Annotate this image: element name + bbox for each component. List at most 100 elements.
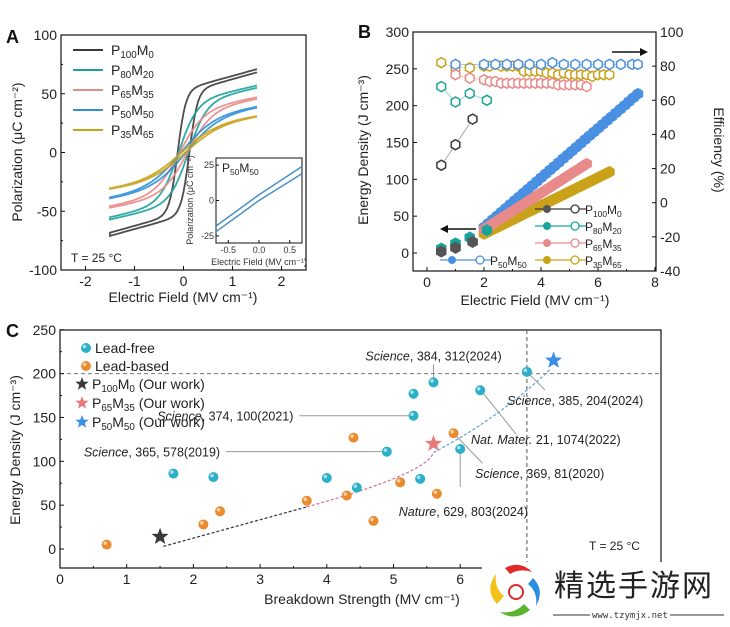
panel-c-y-axis-label: Energy Density (J cm⁻³): [7, 375, 23, 525]
panel-b-right-y-tick-label: -40: [660, 263, 680, 279]
legend-label-P35M65-m: M: [131, 122, 143, 138]
legend-label-P35M65-m: M: [602, 254, 612, 268]
panel-b-right-y-axis-label: Efficiency (%): [711, 107, 727, 192]
panel-a-y-tick-label: -50: [37, 203, 57, 219]
panel-b-left-y-tick-label: 200: [386, 98, 410, 114]
legend-label-P100M0-m: M: [607, 203, 617, 217]
panel-label-a: A: [6, 27, 19, 47]
panel-a-ticks: -2 -1 0 1 2 -100 -50 0 50 100: [29, 27, 286, 289]
lead-based-point: [301, 495, 312, 506]
panel-b-x-tick-label: 6: [594, 274, 602, 290]
legend-label-P100M0-p: P: [92, 376, 101, 392]
panel-c-ticks: 0 1 2 3 4 5 6 0 50 100 150 200 250: [33, 322, 628, 587]
lead-based-point: [101, 539, 112, 550]
legend-label-P100M0-p: P: [111, 42, 120, 58]
lead-based-point-highlight: [343, 492, 348, 496]
efficiency-point-P65M35: [464, 72, 475, 84]
efficiency-point-P80M20: [481, 94, 492, 107]
reference-leader-line: [456, 435, 483, 464]
panel-label-b: B: [358, 22, 371, 42]
legend-label-P35M65: P35M65: [111, 122, 154, 141]
legend-label-P100M0-sub2: 0: [148, 50, 154, 61]
legend-label-P80M20-sub2: 20: [612, 226, 622, 236]
panel-b-left-y-tick-label: 300: [386, 24, 410, 40]
legend-label-P35M65-sub2: 65: [143, 130, 154, 141]
legend-filled-marker-P65M35: [543, 239, 551, 247]
panel-b-right-y-tick-label: -20: [660, 229, 680, 245]
efficiency-point-P50M50: [604, 58, 615, 71]
legend-open-marker-P50M50: [475, 255, 485, 265]
hysteresis-loop-P80M20: [109, 84, 258, 221]
legend-label-P65M35-sub1: 65: [593, 243, 603, 253]
lead-free-point-highlight: [383, 448, 388, 452]
lead-free-point-body: [415, 473, 426, 484]
efficiency-point-P50M50: [490, 58, 501, 71]
legend-label-P50M50-sub1: 50: [120, 110, 131, 121]
legend-label-P100M0-m: M: [118, 376, 130, 392]
reference-label: Science, 365, 578(2019): [84, 446, 220, 460]
legend-label-P80M20-sub1: 80: [593, 226, 603, 236]
legend-lead-free-marker-body: [81, 343, 91, 353]
lead-free-point-highlight: [210, 473, 214, 478]
legend-filled-marker-P80M20: [543, 222, 551, 230]
lead-free-point-body: [381, 446, 392, 457]
inset-x-tick-label: 0.5: [283, 245, 296, 255]
lead-free-point-highlight: [410, 412, 414, 416]
lead-based-point-highlight: [396, 479, 401, 483]
legend-label-P50M50: P50M50: [490, 254, 527, 270]
lead-based-point: [395, 477, 406, 488]
lead-based-point: [431, 488, 442, 499]
inset-loop-lower-branch: [215, 172, 303, 233]
legend-label-P100M0: P100M0: [585, 203, 622, 219]
legend-open-marker-P100M0: [570, 204, 580, 214]
lead-based-point-body: [301, 495, 312, 506]
lead-based-point-highlight: [433, 490, 438, 495]
energy-point-P80M20: [481, 224, 493, 237]
legend-star-P65M35: [75, 396, 89, 409]
lead-free-point: [455, 444, 466, 455]
legend-label-P80M20: P80M20: [585, 220, 622, 236]
panel-b-right-y-tick-label: 60: [660, 92, 676, 108]
reference-detail: , 629, 803(2024): [436, 505, 528, 519]
legend-label-P50M50-sub1: 50: [498, 260, 508, 270]
inset-loop-upper-branch: [215, 165, 303, 227]
trend-line-segment-pink: [306, 452, 435, 508]
lead-free-point: [208, 472, 219, 483]
legend-label-P50M50-m: M: [131, 102, 143, 118]
panel-a-y-tick-label: -100: [29, 262, 57, 278]
lead-based-point-body: [448, 428, 459, 439]
panel-b-left-y-tick-label: 0: [401, 245, 409, 261]
panel-b-left-y-tick-label: 250: [386, 61, 410, 77]
legend-label-P65M35: P65M35: [585, 237, 622, 253]
legend-label-P65M35-sub2: 35: [143, 90, 154, 101]
lead-based-point-highlight: [103, 541, 107, 545]
lead-free-point-body: [208, 472, 219, 483]
panel-b-left-y-axis-label: Energy Density (J cm⁻³): [355, 75, 371, 225]
panel-c-annotation-lines: Science, 384, 312(2024)Science, 374, 100…: [84, 349, 643, 547]
lead-free-point-highlight: [476, 386, 481, 391]
lead-free-point-body: [408, 410, 419, 421]
legend-label-P80M20-p: P: [111, 62, 120, 78]
legend-label-P100M0-sub2: 0: [129, 384, 135, 395]
legend-label-P35M65-p: P: [585, 254, 593, 268]
lead-based-point-highlight: [350, 434, 354, 438]
panel-b-ticks: 0 2 4 6 8050100150200250300-40-2002040608010…: [386, 24, 684, 290]
efficiency-line-P50M50: [455, 62, 638, 65]
energy-point-P100M0: [450, 241, 461, 254]
watermark-title: 精选手游网: [554, 569, 714, 604]
panel-a-y-tick-label: 0: [49, 145, 57, 161]
panel-b-plot-frame: [412, 31, 657, 272]
efficiency-point-P80M20: [464, 87, 475, 100]
legend-lead-based-marker-highlight: [82, 362, 87, 367]
efficiency-point-P100M0: [450, 138, 461, 151]
lead-based-point-body: [101, 539, 112, 550]
legend-label-P80M20-p: P: [585, 220, 593, 234]
lead-free-point-body: [475, 385, 486, 396]
reference-leader-line: [529, 374, 546, 391]
panel-label-c: C: [6, 321, 19, 341]
reference-journal: Science: [365, 349, 410, 363]
left-axis-arrow: [440, 225, 476, 233]
legend-label-P65M35-sub1: 65: [120, 90, 131, 101]
lead-based-point: [215, 506, 226, 517]
legend-open-marker-P65M35: [570, 238, 580, 248]
